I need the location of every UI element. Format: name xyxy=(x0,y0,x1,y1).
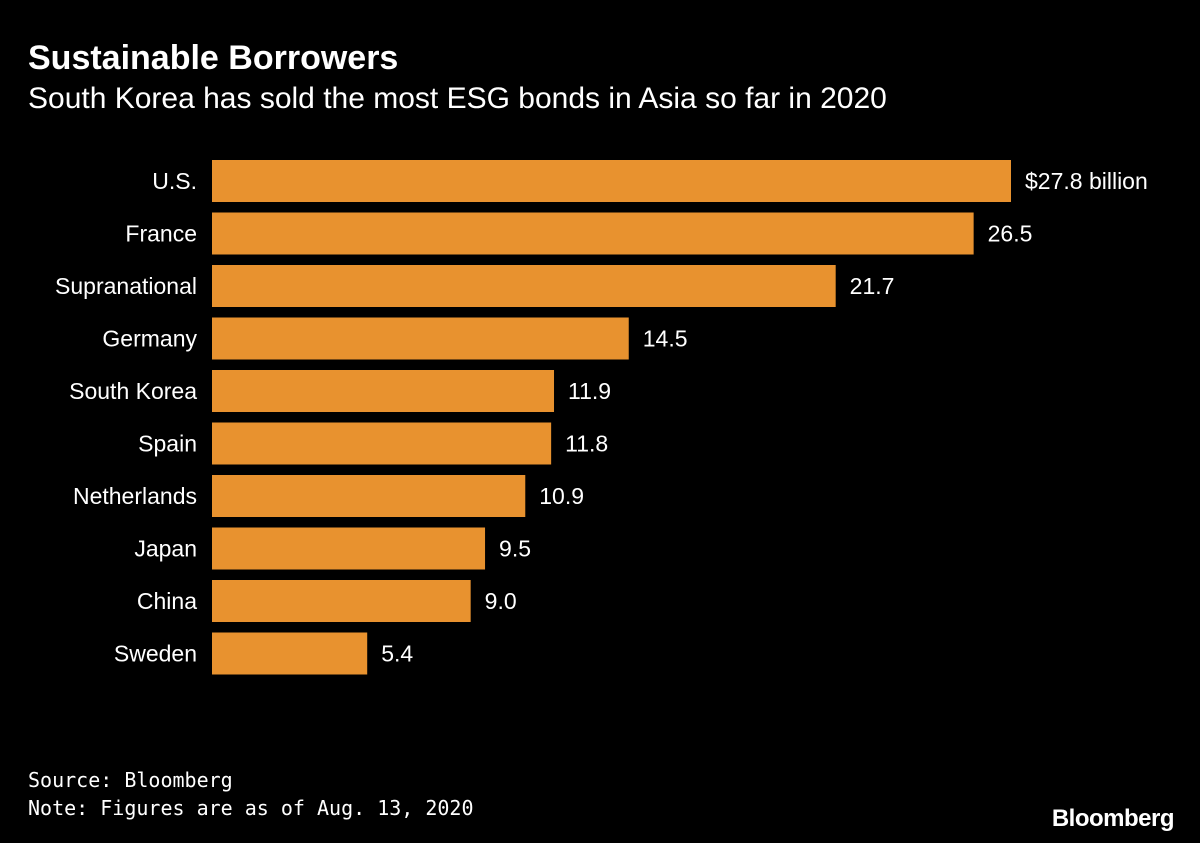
bar xyxy=(212,422,552,465)
value-label: 9.5 xyxy=(499,536,531,562)
category-label: Supranational xyxy=(55,273,197,299)
chart-subtitle: South Korea has sold the most ESG bonds … xyxy=(28,82,887,115)
value-label: 9.0 xyxy=(485,588,517,614)
value-label: 26.5 xyxy=(988,221,1033,247)
value-label: 21.7 xyxy=(850,273,895,299)
bar xyxy=(212,370,555,412)
brand-logo: Bloomberg xyxy=(1051,805,1175,832)
category-label: China xyxy=(137,588,197,614)
value-label: 10.9 xyxy=(539,483,584,509)
bars-group: U.S. $27.8 billion France 26.5 Supranational… xyxy=(55,160,1148,675)
bar xyxy=(212,160,1011,202)
bar xyxy=(212,265,836,307)
category-label: Japan xyxy=(134,536,197,562)
category-label: Netherlands xyxy=(73,483,197,509)
category-label: U.S. xyxy=(152,168,197,194)
category-label: Germany xyxy=(102,326,197,352)
value-label: 5.4 xyxy=(381,641,413,667)
bar xyxy=(212,212,974,255)
category-label: Sweden xyxy=(114,641,197,667)
bar xyxy=(212,632,368,675)
category-label: South Korea xyxy=(69,378,197,404)
bar xyxy=(212,475,526,517)
source-note: Source: Bloomberg xyxy=(28,768,233,792)
value-label: 11.8 xyxy=(565,431,608,457)
footnote: Note: Figures are as of Aug. 13, 2020 xyxy=(28,796,474,820)
bar xyxy=(212,317,629,360)
bar xyxy=(212,527,486,570)
value-label: $27.8 billion xyxy=(1025,168,1148,194)
category-label: Spain xyxy=(138,431,197,457)
category-label: France xyxy=(125,221,197,247)
chart-title: Sustainable Borrowers xyxy=(28,39,399,77)
bar xyxy=(212,580,471,622)
value-label: 14.5 xyxy=(643,326,688,352)
value-label: 11.9 xyxy=(568,378,611,404)
